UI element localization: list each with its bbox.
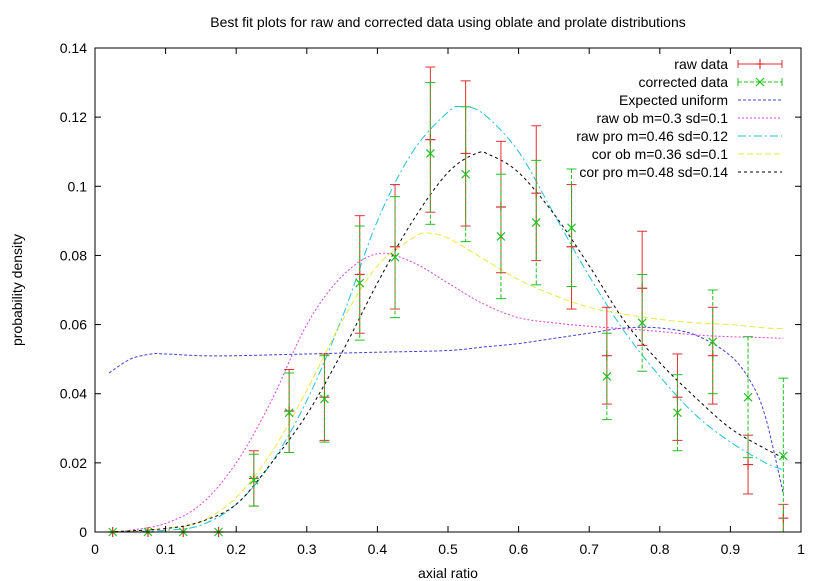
legend: raw data corrected data Expected uniform ra… — [576, 56, 783, 180]
data-point — [778, 451, 788, 461]
y-tick-label: 0.1 — [68, 178, 88, 194]
x-tick-label: 0.3 — [297, 541, 317, 557]
x-tick-label: 0.1 — [156, 541, 176, 557]
legend-label: raw data — [674, 56, 728, 72]
x-tick-label: 0.7 — [579, 541, 599, 557]
y-tick-label: 0.02 — [60, 455, 87, 471]
legend-label: raw ob m=0.3 sd=0.1 — [596, 110, 728, 126]
y-tick-label: 0.14 — [60, 40, 87, 56]
legend-marker — [755, 77, 765, 87]
x-tick-label: 1 — [797, 541, 805, 557]
x-tick-label: 0.9 — [721, 541, 741, 557]
data-point — [637, 318, 647, 328]
data-point — [531, 218, 541, 228]
series-line-3 — [109, 252, 784, 533]
x-tick-label: 0.6 — [509, 541, 529, 557]
axes: 0 0.1 0.2 0.3 0.4 0.5 0.6 0.7 0.8 0.9 1 0 0.02 0.04 0.… — [60, 40, 805, 557]
y-tick-label: 0.08 — [60, 247, 87, 263]
x-tick-label: 0.5 — [438, 541, 458, 557]
data-point — [673, 408, 682, 418]
x-tick-label: 0.8 — [650, 541, 670, 557]
legend-label: cor ob m=0.36 sd=0.1 — [592, 146, 728, 162]
data-point — [743, 392, 753, 402]
plot-area — [107, 66, 789, 537]
data-point — [461, 169, 471, 179]
data-point — [602, 372, 612, 381]
legend-marker — [755, 59, 765, 69]
y-tick-label: 0.12 — [60, 109, 87, 125]
series-line-2 — [108, 326, 784, 495]
data-point — [708, 337, 718, 347]
y-tick-label: 0 — [79, 524, 87, 540]
y-tick-label: 0.06 — [60, 317, 87, 333]
legend-label: raw pro m=0.46 sd=0.12 — [576, 128, 728, 144]
x-tick-label: 0 — [91, 541, 99, 557]
y-tick-label: 0.04 — [60, 386, 87, 402]
chart-title: Best fit plots for raw and corrected dat… — [210, 14, 686, 30]
data-point — [249, 475, 259, 485]
series-line-5 — [109, 232, 784, 533]
data-point — [320, 394, 329, 404]
data-point — [425, 149, 435, 158]
legend-label: corrected data — [639, 74, 729, 90]
data-point — [355, 278, 365, 288]
data-point — [567, 223, 576, 233]
y-axis-label: probability density — [9, 234, 25, 346]
data-point — [496, 231, 506, 241]
legend-label: cor pro m=0.48 sd=0.14 — [579, 164, 728, 180]
data-point — [743, 459, 754, 470]
x-tick-label: 0.2 — [226, 541, 246, 557]
data-point — [390, 252, 400, 262]
x-axis-label: axial ratio — [418, 565, 478, 581]
errorbar-series-1 — [108, 82, 789, 537]
data-point — [284, 408, 294, 418]
legend-label: Expected uniform — [619, 92, 728, 108]
series-line-6 — [109, 151, 784, 533]
x-tick-label: 0.4 — [368, 541, 388, 557]
